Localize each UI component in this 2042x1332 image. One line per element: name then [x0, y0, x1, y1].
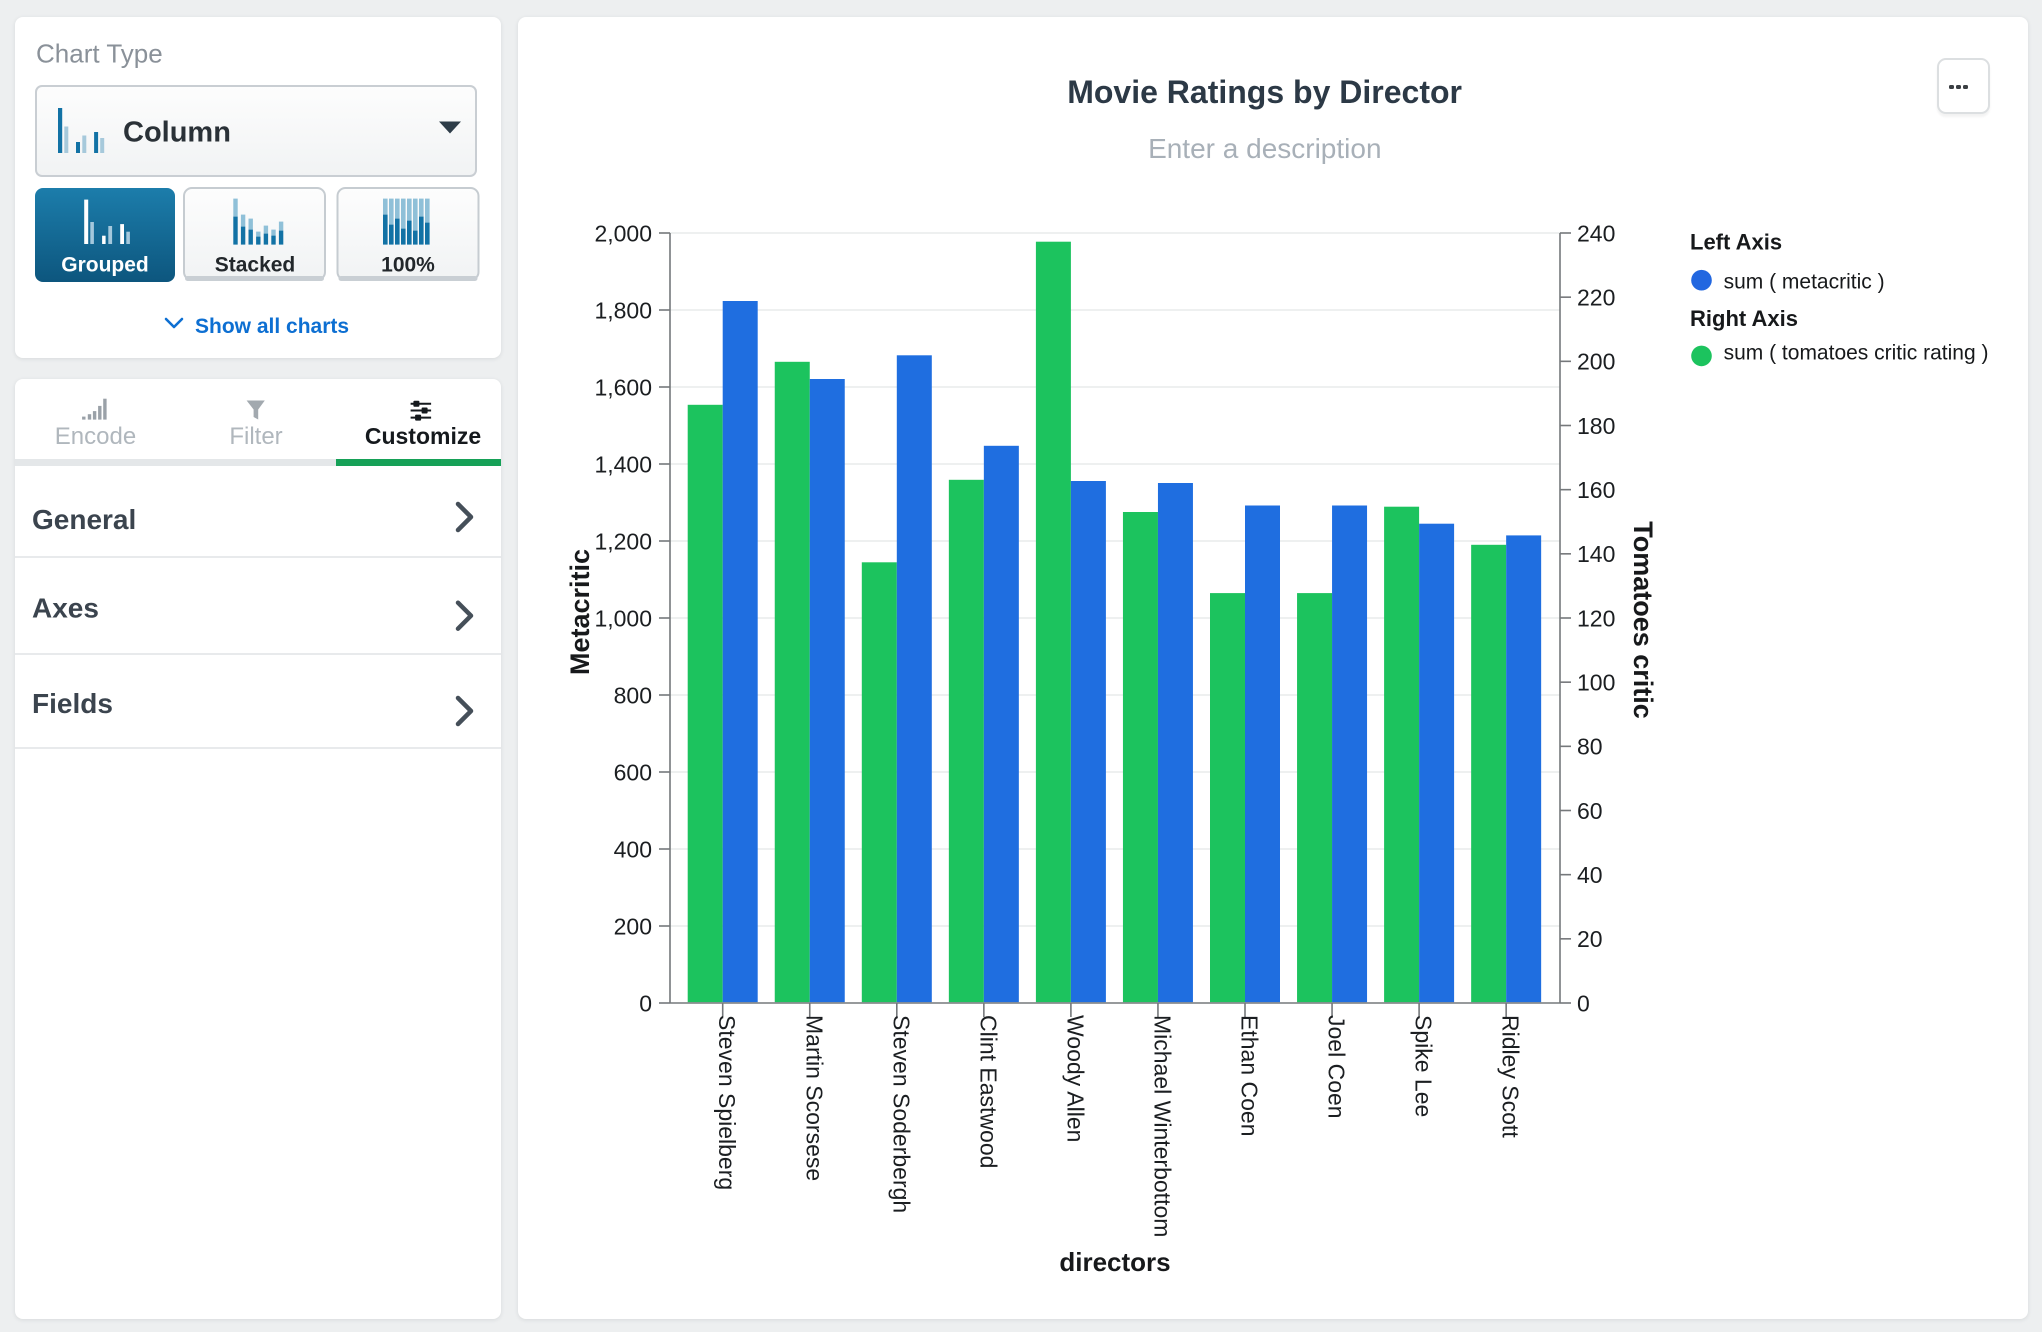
svg-text:0: 0: [639, 990, 652, 1016]
svg-text:Right Axis: Right Axis: [1690, 306, 1798, 331]
svg-text:200: 200: [614, 913, 652, 939]
svg-text:600: 600: [614, 759, 652, 785]
svg-text:0: 0: [1577, 990, 1590, 1016]
svg-text:Left Axis: Left Axis: [1690, 230, 1782, 255]
svg-text:220: 220: [1577, 284, 1615, 310]
svg-text:200: 200: [1577, 349, 1615, 375]
svg-text:800: 800: [614, 682, 652, 708]
svg-text:400: 400: [614, 836, 652, 862]
svg-text:Joel Coen: Joel Coen: [1324, 1015, 1350, 1119]
svg-text:Ethan Coen: Ethan Coen: [1237, 1015, 1263, 1136]
svg-text:1,800: 1,800: [594, 297, 652, 323]
svg-text:20: 20: [1577, 926, 1603, 952]
svg-text:Grouped: Grouped: [61, 254, 149, 277]
svg-text:Michael Winterbottom: Michael Winterbottom: [1149, 1015, 1175, 1237]
svg-text:Show all charts: Show all charts: [195, 315, 349, 338]
svg-text:Movie Ratings by Director: Movie Ratings by Director: [1067, 74, 1462, 110]
svg-text:Tomatoes critic: Tomatoes critic: [1628, 521, 1658, 719]
svg-text:Metacritic: Metacritic: [565, 549, 595, 675]
svg-text:Woody Allen: Woody Allen: [1062, 1015, 1088, 1142]
svg-text:140: 140: [1577, 541, 1615, 567]
svg-text:Filter: Filter: [229, 423, 282, 450]
svg-text:Axes: Axes: [32, 593, 99, 624]
svg-text:160: 160: [1577, 477, 1615, 503]
svg-text:1,600: 1,600: [594, 374, 652, 400]
svg-text:Spike Lee: Spike Lee: [1411, 1015, 1437, 1117]
svg-text:Steven Soderbergh: Steven Soderbergh: [888, 1015, 914, 1213]
svg-text:2,000: 2,000: [594, 220, 652, 246]
svg-text:Column: Column: [123, 117, 231, 149]
svg-text:1,200: 1,200: [594, 528, 652, 554]
svg-text:60: 60: [1577, 798, 1603, 824]
svg-text:80: 80: [1577, 734, 1603, 760]
svg-text:Enter a description: Enter a description: [1148, 133, 1381, 164]
svg-text:Clint Eastwood: Clint Eastwood: [975, 1015, 1001, 1168]
svg-text:Fields: Fields: [32, 688, 113, 719]
svg-text:Stacked: Stacked: [215, 254, 296, 277]
svg-text:Customize: Customize: [365, 423, 481, 449]
svg-text:100%: 100%: [381, 254, 435, 277]
svg-text:sum ( metacritic ): sum ( metacritic ): [1724, 271, 1885, 294]
svg-text:1,400: 1,400: [594, 451, 652, 477]
svg-text:40: 40: [1577, 862, 1603, 888]
svg-text:Ridley Scott: Ridley Scott: [1498, 1015, 1524, 1138]
svg-text:General: General: [32, 504, 136, 535]
svg-text:100: 100: [1577, 669, 1615, 695]
svg-text:120: 120: [1577, 605, 1615, 631]
svg-text:sum ( tomatoes critic rating ): sum ( tomatoes critic rating ): [1724, 342, 1989, 365]
svg-text:Chart Type: Chart Type: [36, 39, 163, 69]
svg-text:Martin Scorsese: Martin Scorsese: [801, 1015, 827, 1181]
svg-text:240: 240: [1577, 220, 1615, 246]
svg-text:directors: directors: [1059, 1247, 1170, 1277]
svg-text:Steven Spielberg: Steven Spielberg: [714, 1015, 740, 1190]
svg-text:1,000: 1,000: [594, 605, 652, 631]
svg-text:180: 180: [1577, 413, 1615, 439]
svg-text:Encode: Encode: [55, 423, 136, 450]
